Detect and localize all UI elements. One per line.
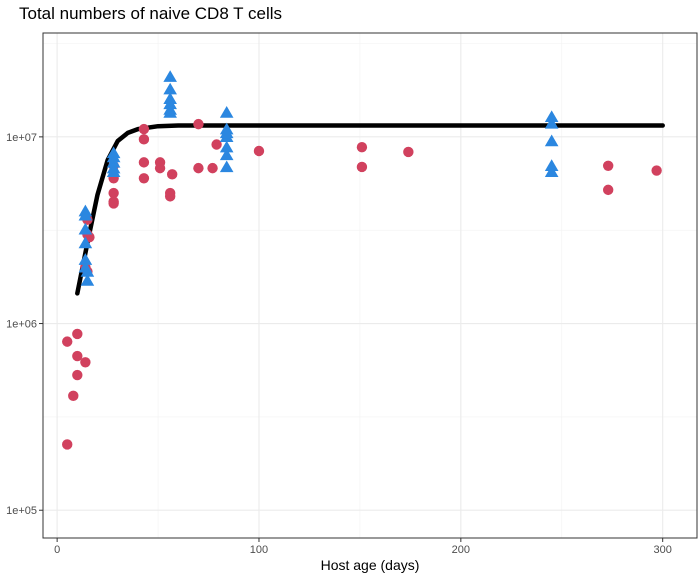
panel-border (42, 32, 698, 539)
circle-point (602, 160, 614, 171)
circle-point (138, 123, 150, 135)
triangle-point (544, 134, 559, 147)
circle-point (253, 145, 265, 157)
x-tick-label: 200 (452, 544, 470, 556)
triangle-point (219, 160, 234, 173)
circle-point (68, 390, 79, 402)
triangle-point (544, 110, 559, 123)
triangle-point (163, 106, 177, 118)
y-tick-label: 1e+06 (6, 319, 37, 331)
triangle-point (219, 148, 234, 161)
minor-gridlines (43, 33, 697, 538)
circle-point (72, 369, 83, 381)
circle-point (207, 162, 218, 174)
circle-point (154, 162, 166, 174)
circle-point (356, 142, 368, 153)
triangle-point (544, 159, 559, 171)
chart-title: Total numbers of naive CD8 T cells (19, 4, 282, 23)
x-axis: 0 100 200 300 (54, 538, 672, 556)
triangle-series (78, 70, 559, 286)
y-axis: 1e+05 1e+06 1e+07 (6, 132, 43, 517)
x-axis-label: Host age (days) (320, 557, 420, 573)
circle-point (602, 184, 614, 196)
circle-point (138, 157, 150, 168)
fit-line-series (75, 123, 665, 296)
triangle-point (163, 70, 177, 82)
circle-point (166, 169, 178, 180)
triangle-point (78, 253, 93, 265)
circle-point (193, 162, 204, 174)
triangle-point (106, 165, 121, 177)
circle-point (211, 139, 222, 150)
circle-point (138, 134, 150, 145)
circle-point (62, 439, 73, 450)
triangle-point (78, 208, 93, 221)
triangle-point (219, 106, 234, 118)
circle-point (164, 191, 176, 202)
triangle-point (78, 236, 93, 249)
x-tick-label: 0 (54, 544, 60, 556)
circle-point (108, 196, 119, 207)
circle-point (403, 146, 414, 158)
x-tick-label: 100 (250, 544, 268, 556)
x-tick-label: 300 (654, 544, 672, 556)
triangle-point (544, 116, 559, 129)
triangle-point (78, 222, 93, 235)
triangle-point (163, 82, 177, 95)
fit-line (75, 123, 665, 296)
circle-point (193, 118, 204, 130)
triangle-point (544, 165, 559, 177)
circle-point (80, 357, 91, 368)
circle-point (356, 161, 368, 173)
circle-point (108, 187, 119, 199)
circle-point (62, 336, 73, 347)
triangle-point (219, 126, 234, 139)
triangle-point (80, 274, 95, 286)
circle-point (651, 165, 662, 176)
triangle-point (219, 140, 234, 153)
y-tick-label: 1e+05 (6, 505, 37, 517)
triangle-point (80, 265, 95, 277)
circle-point (72, 328, 83, 340)
circle-series (62, 118, 662, 450)
circle-point (138, 173, 150, 184)
circle-point (72, 350, 83, 362)
major-gridlines (43, 33, 697, 538)
y-tick-label: 1e+07 (6, 132, 37, 144)
